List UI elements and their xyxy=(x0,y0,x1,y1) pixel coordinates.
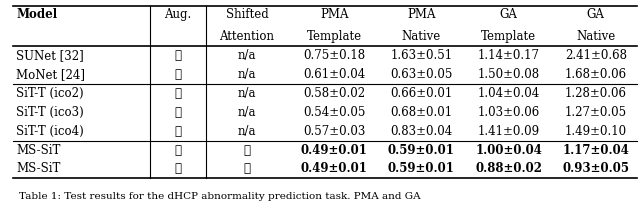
Text: 1.50±0.08: 1.50±0.08 xyxy=(477,68,540,81)
Text: MS-SiT: MS-SiT xyxy=(16,162,60,175)
Text: 0.66±0.01: 0.66±0.01 xyxy=(390,87,452,100)
Text: ✓: ✓ xyxy=(174,68,181,81)
Text: 1.68±0.06: 1.68±0.06 xyxy=(564,68,627,81)
Text: Template: Template xyxy=(307,30,362,43)
Text: 0.57±0.03: 0.57±0.03 xyxy=(303,125,365,138)
Text: 1.03±0.06: 1.03±0.06 xyxy=(477,106,540,119)
Text: 0.88±0.02: 0.88±0.02 xyxy=(475,162,542,175)
Text: 1.28±0.06: 1.28±0.06 xyxy=(564,87,627,100)
Text: n/a: n/a xyxy=(237,125,256,138)
Text: MS-SiT: MS-SiT xyxy=(16,144,60,157)
Text: 0.68±0.01: 0.68±0.01 xyxy=(390,106,452,119)
Text: ✓: ✓ xyxy=(174,125,181,138)
Text: n/a: n/a xyxy=(237,49,256,62)
Text: 0.58±0.02: 0.58±0.02 xyxy=(303,87,365,100)
Text: ✓: ✓ xyxy=(174,162,181,175)
Text: 1.41±0.09: 1.41±0.09 xyxy=(477,125,540,138)
Text: n/a: n/a xyxy=(237,106,256,119)
Text: PMA: PMA xyxy=(320,8,348,21)
Text: ✓: ✓ xyxy=(174,49,181,62)
Text: Native: Native xyxy=(576,30,616,43)
Text: 0.61±0.04: 0.61±0.04 xyxy=(303,68,365,81)
Text: SUNet [32]: SUNet [32] xyxy=(16,49,84,62)
Text: 1.00±0.04: 1.00±0.04 xyxy=(475,144,542,157)
Text: 0.54±0.05: 0.54±0.05 xyxy=(303,106,365,119)
Text: Native: Native xyxy=(402,30,441,43)
Text: 0.49±0.01: 0.49±0.01 xyxy=(301,162,367,175)
Text: Template: Template xyxy=(481,30,536,43)
Text: ✓: ✓ xyxy=(174,144,181,157)
Text: 1.17±0.04: 1.17±0.04 xyxy=(563,144,629,157)
Text: 0.59±0.01: 0.59±0.01 xyxy=(388,162,455,175)
Text: Aug.: Aug. xyxy=(164,8,191,21)
Text: 0.63±0.05: 0.63±0.05 xyxy=(390,68,452,81)
Text: MoNet [24]: MoNet [24] xyxy=(16,68,85,81)
Text: 1.49±0.10: 1.49±0.10 xyxy=(564,125,627,138)
Text: Model: Model xyxy=(16,8,57,21)
Text: PMA: PMA xyxy=(407,8,436,21)
Text: Attention: Attention xyxy=(220,30,275,43)
Text: ✗: ✗ xyxy=(243,144,250,157)
Text: GA: GA xyxy=(587,8,605,21)
Text: n/a: n/a xyxy=(237,68,256,81)
Text: 2.41±0.68: 2.41±0.68 xyxy=(564,49,627,62)
Text: SiT-T (ico4): SiT-T (ico4) xyxy=(16,125,84,138)
Text: 0.93±0.05: 0.93±0.05 xyxy=(563,162,629,175)
Text: SiT-T (ico3): SiT-T (ico3) xyxy=(16,106,84,119)
Text: GA: GA xyxy=(500,8,518,21)
Text: 1.04±0.04: 1.04±0.04 xyxy=(477,87,540,100)
Text: 1.27±0.05: 1.27±0.05 xyxy=(564,106,627,119)
Text: 1.63±0.51: 1.63±0.51 xyxy=(390,49,452,62)
Text: 1.14±0.17: 1.14±0.17 xyxy=(477,49,540,62)
Text: ✓: ✓ xyxy=(174,87,181,100)
Text: ✓: ✓ xyxy=(243,162,250,175)
Text: 0.49±0.01: 0.49±0.01 xyxy=(301,144,367,157)
Text: 0.75±0.18: 0.75±0.18 xyxy=(303,49,365,62)
Text: 0.83±0.04: 0.83±0.04 xyxy=(390,125,452,138)
Text: ✓: ✓ xyxy=(174,106,181,119)
Text: n/a: n/a xyxy=(237,87,256,100)
Text: SiT-T (ico2): SiT-T (ico2) xyxy=(16,87,84,100)
Text: 0.59±0.01: 0.59±0.01 xyxy=(388,144,455,157)
Text: Shifted: Shifted xyxy=(226,8,268,21)
Text: Table 1: Test results for the dHCP abnormality prediction task. PMA and GA: Table 1: Test results for the dHCP abnor… xyxy=(19,192,420,201)
